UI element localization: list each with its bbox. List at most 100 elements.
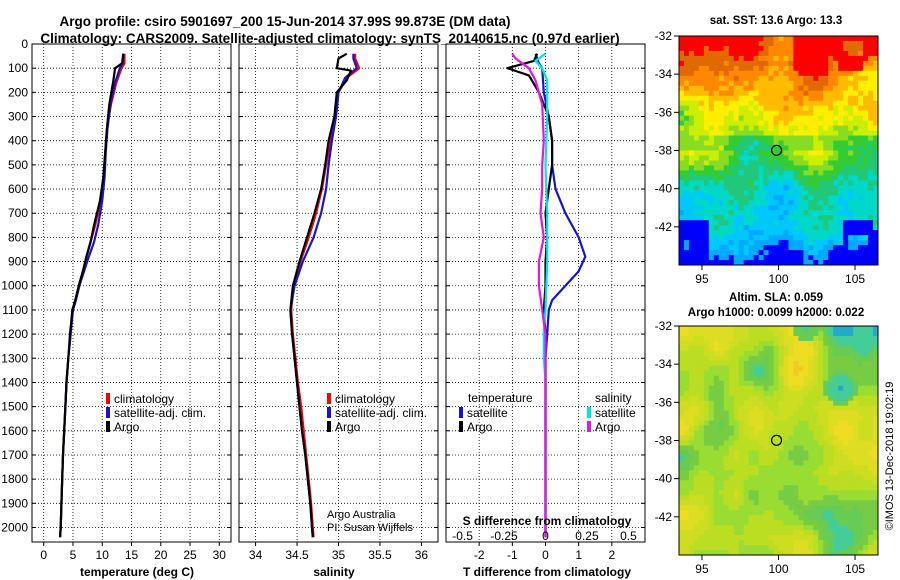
map-cell bbox=[768, 245, 774, 251]
map-cell bbox=[833, 360, 839, 367]
map-cell bbox=[728, 335, 735, 342]
map-cell bbox=[773, 465, 779, 471]
map-cell bbox=[858, 245, 864, 251]
map-cell bbox=[828, 375, 834, 382]
map-cell bbox=[818, 465, 824, 471]
map-cell bbox=[768, 120, 774, 127]
map-cell bbox=[723, 520, 730, 526]
map-cell bbox=[723, 515, 730, 521]
map-cell bbox=[853, 135, 859, 141]
map-cell bbox=[693, 125, 700, 131]
map-cell bbox=[723, 425, 730, 431]
map-cell bbox=[773, 365, 779, 372]
map-cell bbox=[828, 115, 834, 122]
map-cell bbox=[793, 360, 799, 367]
map-cell bbox=[698, 535, 705, 541]
map-cell bbox=[833, 190, 839, 196]
map-cell bbox=[698, 215, 705, 221]
map-cell bbox=[868, 450, 874, 456]
map-cell bbox=[853, 500, 859, 506]
map-cell bbox=[738, 36, 745, 42]
map-cell bbox=[748, 150, 755, 156]
map-cell bbox=[698, 445, 705, 451]
map-cell bbox=[693, 75, 700, 82]
map-cell bbox=[718, 515, 725, 521]
map-cell bbox=[828, 500, 834, 506]
map-cell bbox=[738, 425, 745, 431]
map-cell bbox=[863, 255, 869, 261]
map-cell bbox=[843, 375, 849, 382]
map-cell bbox=[683, 110, 690, 117]
map-cell bbox=[688, 485, 695, 491]
map-cell bbox=[718, 260, 725, 265]
depth-tick-label: 1600 bbox=[1, 424, 28, 438]
map-cell bbox=[733, 50, 740, 57]
map-cell bbox=[713, 380, 720, 387]
map-cell bbox=[858, 495, 864, 501]
map-cell bbox=[798, 110, 804, 117]
map-cell bbox=[778, 85, 784, 92]
map-cell bbox=[848, 245, 854, 251]
map-cell bbox=[813, 415, 819, 421]
depth-tick-label: 500 bbox=[8, 158, 28, 172]
map-cell bbox=[808, 535, 814, 541]
map-cell bbox=[758, 190, 764, 196]
map-cell bbox=[679, 470, 685, 476]
map-cell bbox=[818, 210, 824, 216]
map-cell bbox=[733, 65, 740, 72]
legend-marker-climatology bbox=[327, 393, 331, 404]
map-cell bbox=[858, 85, 864, 92]
map-cell bbox=[808, 140, 814, 146]
map-cell bbox=[693, 505, 700, 511]
map-cell bbox=[698, 145, 705, 151]
map-cell bbox=[753, 405, 760, 412]
map-cell bbox=[833, 545, 839, 551]
map-cell bbox=[683, 230, 690, 236]
map-cell bbox=[723, 190, 730, 196]
map-cell bbox=[838, 480, 844, 486]
map-cell bbox=[843, 60, 849, 67]
map-cell bbox=[723, 245, 730, 251]
map-cell bbox=[843, 485, 849, 491]
map-cell bbox=[758, 360, 764, 367]
map-cell bbox=[748, 155, 755, 161]
map-cell bbox=[798, 500, 804, 506]
map-cell bbox=[748, 145, 755, 151]
map-cell bbox=[748, 110, 755, 117]
map-cell bbox=[743, 420, 750, 426]
map-cell bbox=[768, 355, 774, 362]
map-cell bbox=[823, 160, 829, 166]
map-cell bbox=[863, 550, 869, 555]
map-cell bbox=[823, 130, 829, 136]
map-cell bbox=[783, 40, 789, 47]
map-cell bbox=[688, 250, 695, 256]
map-cell bbox=[818, 250, 824, 256]
map-cell bbox=[863, 355, 869, 362]
map-cell bbox=[783, 225, 789, 231]
map-cell bbox=[858, 455, 864, 461]
map-cell bbox=[803, 235, 809, 241]
map-cell bbox=[858, 450, 864, 456]
map-cell bbox=[803, 55, 809, 62]
map-cell bbox=[773, 395, 779, 402]
map-cell bbox=[708, 205, 715, 211]
map-cell bbox=[783, 455, 789, 461]
map-cell bbox=[793, 230, 799, 236]
map-cell bbox=[728, 500, 735, 506]
map-cell bbox=[688, 500, 695, 506]
map-cell bbox=[833, 435, 839, 441]
legend-label-temp-satellite: satellite bbox=[467, 406, 508, 420]
map-cell bbox=[763, 375, 769, 382]
map-cell bbox=[858, 50, 864, 57]
map-cell bbox=[843, 100, 849, 107]
map-cell bbox=[873, 360, 878, 367]
map-cell bbox=[808, 375, 814, 382]
map-cell bbox=[753, 150, 760, 156]
map-cell bbox=[693, 540, 700, 546]
map-cell bbox=[873, 100, 878, 107]
map-cell bbox=[803, 90, 809, 97]
map-cell bbox=[793, 510, 799, 516]
map-cell bbox=[848, 375, 854, 382]
map-cell bbox=[858, 520, 864, 526]
map-cell bbox=[773, 55, 779, 62]
